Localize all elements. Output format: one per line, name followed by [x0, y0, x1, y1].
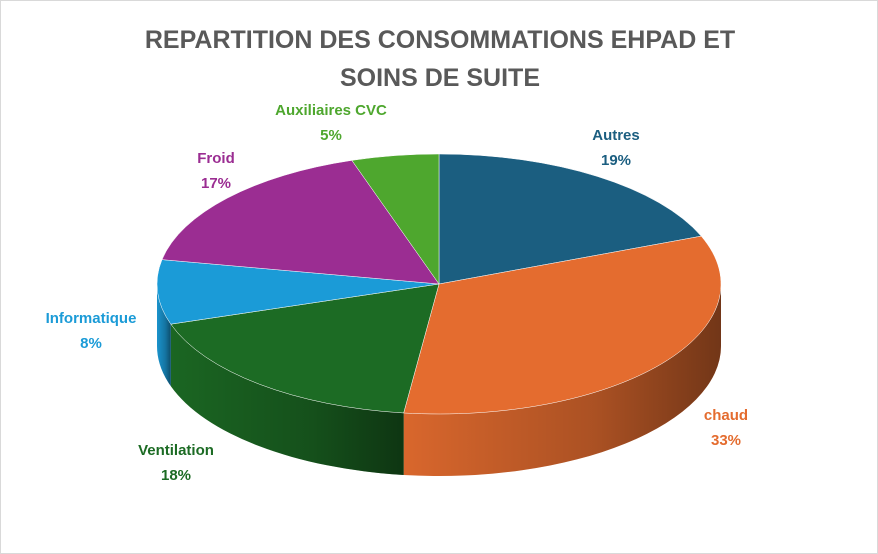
label-name: Informatique [46, 310, 137, 327]
label-name: Autres [592, 127, 640, 144]
label-value: 18% [161, 467, 191, 484]
chart-title: REPARTITION DES CONSOMMATIONS EHPAD ET S… [144, 26, 736, 92]
slice [156, 259, 440, 325]
pie-sides [157, 284, 721, 476]
slice [161, 160, 440, 285]
slice-side-shade [403, 284, 721, 476]
label-value: 19% [601, 152, 631, 169]
slice [351, 153, 440, 285]
slice [170, 283, 440, 414]
label-name: Ventilation [138, 442, 214, 459]
slice [438, 153, 702, 285]
label-value: 5% [320, 127, 342, 144]
pie-tops [156, 153, 722, 415]
label-name: Froid [197, 150, 235, 167]
slice-side-shade [157, 284, 171, 387]
slice [403, 235, 722, 415]
label-value: 8% [80, 335, 102, 352]
label-name: chaud [704, 407, 748, 424]
slice-side-shade [170, 324, 404, 475]
label-value: 33% [711, 432, 741, 449]
label-name: Auxiliaires CVC [275, 102, 387, 119]
label-value: 17% [201, 175, 231, 192]
data-labels: Autres 19% chaud 33% Ventilation 18% Informati… [46, 102, 749, 484]
